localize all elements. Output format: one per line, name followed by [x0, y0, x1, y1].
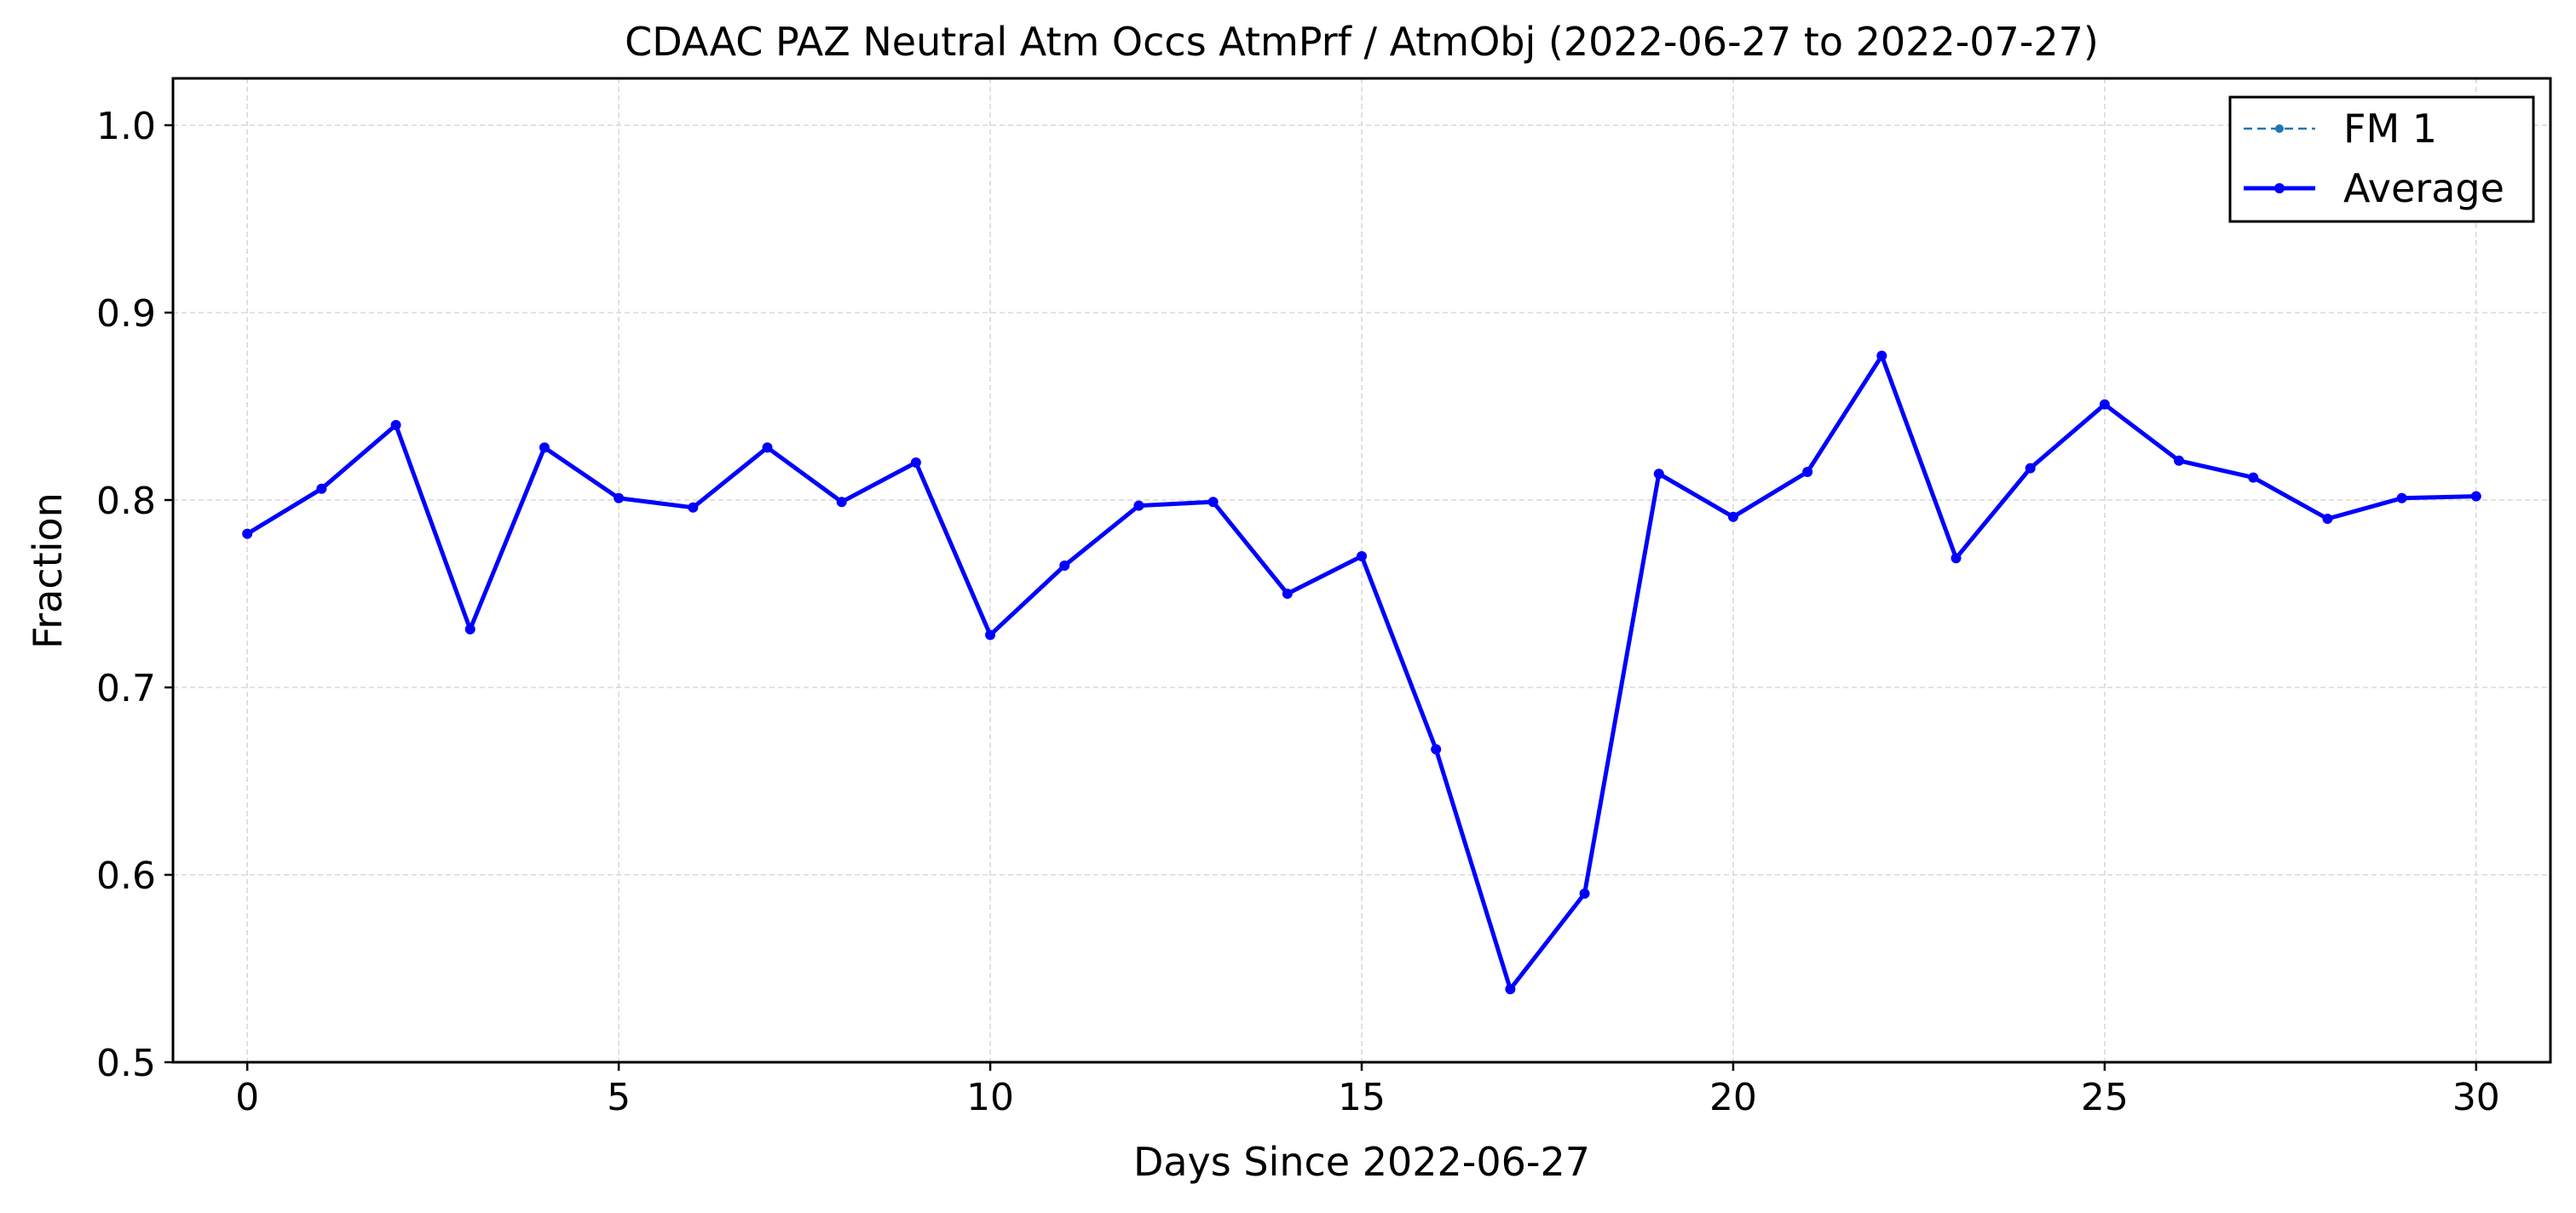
data-point: [1431, 744, 1442, 755]
data-point: [1357, 551, 1367, 561]
x-tick-label: 5: [607, 1076, 631, 1119]
legend-label: FM 1: [2343, 106, 2437, 152]
legend-marker: [2275, 124, 2284, 133]
x-tick-label: 25: [2081, 1076, 2129, 1119]
x-axis-label: Days Since 2022-06-27: [1133, 1139, 1590, 1185]
x-tick-label: 10: [966, 1076, 1014, 1119]
y-tick-label: 0.7: [96, 667, 156, 710]
series-average: [242, 350, 2481, 995]
data-point: [2322, 514, 2333, 524]
data-point: [2470, 491, 2481, 502]
data-point: [1653, 469, 1664, 480]
data-point: [836, 497, 847, 508]
y-tick-label: 0.6: [96, 854, 156, 898]
x-tick-label: 30: [2452, 1076, 2500, 1119]
legend-box: [2228, 95, 2535, 223]
legend-entry: Average: [2244, 165, 2504, 211]
y-tick-label: 0.8: [96, 480, 156, 523]
data-point: [985, 629, 996, 641]
y-tick-label: 1.0: [96, 105, 156, 148]
data-point: [2248, 472, 2259, 483]
data-point: [2099, 399, 2110, 410]
x-tick-label: 0: [235, 1076, 259, 1119]
legend-entries: FM 1 Average: [2244, 106, 2504, 211]
data-point: [464, 624, 475, 635]
data-point: [614, 492, 625, 503]
data-point: [910, 457, 921, 468]
data-point: [1207, 497, 1219, 508]
data-point: [1951, 553, 1962, 564]
x-tick-label: 15: [1338, 1076, 1386, 1119]
legend-entry: FM 1: [2244, 106, 2437, 152]
y-axis-ticks: 0.5 0.6 0.7 0.8 0.9 1.0: [96, 105, 173, 1085]
data-point: [316, 483, 327, 494]
series-line: [245, 354, 2476, 992]
grid: [173, 78, 2550, 1063]
series-lines: [242, 350, 2481, 995]
data-point: [390, 420, 401, 430]
data-point: [762, 442, 773, 453]
chart-title: CDAAC PAZ Neutral Atm Occs AtmPrf / AtmO…: [625, 19, 2099, 65]
data-point: [1802, 467, 1813, 477]
data-point: [1059, 561, 1070, 571]
y-tick-label: 0.9: [96, 292, 156, 336]
data-point: [1727, 511, 1738, 522]
y-tick-label: 0.5: [96, 1042, 156, 1085]
data-point: [242, 528, 253, 539]
legend-label: Average: [2343, 165, 2504, 211]
data-point: [1579, 888, 1590, 899]
x-tick-label: 20: [1709, 1076, 1757, 1119]
data-point: [1505, 984, 1516, 995]
legend-marker: [2274, 183, 2285, 193]
series-line: [246, 354, 2476, 991]
data-point: [2025, 463, 2036, 474]
data-point: [2396, 492, 2407, 503]
x-axis-ticks: 0 5 10 15 20 25 30: [235, 1062, 2500, 1119]
data-point: [2174, 455, 2185, 466]
data-point: [1133, 500, 1144, 511]
legend: FM 1 Average: [2228, 95, 2535, 223]
y-axis-label: Fraction: [25, 492, 71, 649]
data-point: [539, 442, 550, 453]
data-point: [688, 502, 699, 513]
data-point: [1282, 589, 1293, 599]
data-point: [1876, 350, 1887, 361]
